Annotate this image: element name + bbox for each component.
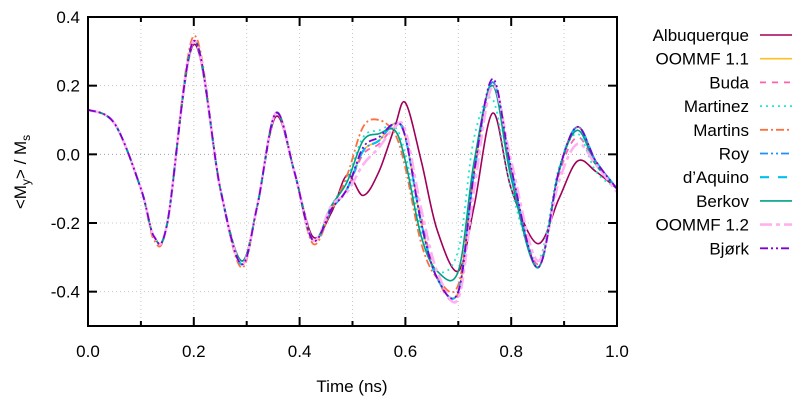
y-tick-labels: 0.4 0.2 0.0 -0.2 -0.4 <box>51 8 80 302</box>
legend-item: Buda <box>709 73 792 92</box>
legend-item: Martins <box>693 121 792 140</box>
y-tick-label: 0.2 <box>56 77 80 96</box>
legend-label: OOMMF 1.2 <box>655 216 749 235</box>
legend-item: OOMMF 1.2 <box>655 216 792 235</box>
grid-lines <box>88 17 617 326</box>
plot-frame <box>87 16 618 327</box>
series-line-bj-rk <box>87 40 618 300</box>
x-tick-label: 0.4 <box>288 342 312 361</box>
y-tick-label: -0.2 <box>51 214 80 233</box>
legend-label: OOMMF 1.1 <box>655 50 749 69</box>
x-tick-label: 1.0 <box>605 342 629 361</box>
axis-ticks <box>87 16 618 326</box>
legend-item: Berkov <box>696 192 792 211</box>
x-tick-labels: 0.0 0.2 0.4 0.6 0.8 1.0 <box>76 342 629 361</box>
legend-label: Albuquerque <box>653 26 749 45</box>
y-tick-label: 0.4 <box>56 8 80 27</box>
x-tick-label: 0.6 <box>394 342 418 361</box>
series-layer <box>87 34 619 304</box>
legend-label: Martinez <box>684 97 749 116</box>
series-line-oommf-1-2 <box>87 39 619 304</box>
series-line-berkov <box>87 40 618 282</box>
legend-item: d’Aquino <box>683 168 792 187</box>
legend-item: Bjørk <box>709 239 792 258</box>
legend-item: Albuquerque <box>653 26 792 45</box>
y-axis-title: <My> / Ms <box>11 135 33 209</box>
legend-label: Roy <box>719 145 750 164</box>
x-tick-label: 0.8 <box>499 342 523 361</box>
legend-label: Martins <box>693 121 749 140</box>
y-tick-label: 0.0 <box>56 145 80 164</box>
y-tick-label: -0.4 <box>51 283 80 302</box>
legend-item: OOMMF 1.1 <box>655 50 792 69</box>
legend-label: d’Aquino <box>683 168 749 187</box>
x-tick-label: 0.2 <box>182 342 206 361</box>
legend-label: Berkov <box>696 192 749 211</box>
legend-label: Bjørk <box>709 239 749 258</box>
legend-label: Buda <box>709 73 749 92</box>
x-axis-title: Time (ns) <box>316 377 387 396</box>
series-line-buda <box>87 40 618 303</box>
legend: Albuquerque OOMMF 1.1 Buda Martinez Martins R… <box>653 26 792 258</box>
legend-item: Roy <box>719 145 792 164</box>
x-tick-label: 0.0 <box>76 342 100 361</box>
legend-item: Martinez <box>684 97 792 116</box>
